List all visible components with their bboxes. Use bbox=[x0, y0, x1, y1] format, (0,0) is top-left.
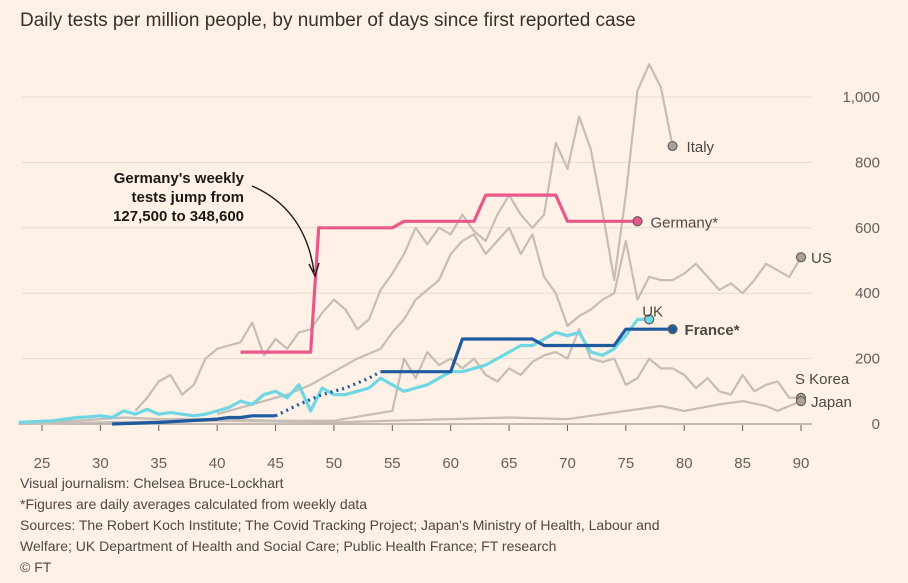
x-tick-label-55: 55 bbox=[384, 455, 401, 470]
series-line-japan bbox=[18, 400, 802, 426]
x-tick-label-30: 30 bbox=[92, 455, 109, 470]
end-marker-us bbox=[795, 252, 807, 263]
annotation-line-2: tests jump from bbox=[131, 189, 244, 206]
y-axis-ticks: 0 200 400 600 800 1,000 bbox=[842, 89, 880, 433]
footer-note: *Figures are daily averages calculated f… bbox=[20, 496, 368, 512]
footer-sources-2: Welfare; UK Department of Health and Soc… bbox=[20, 538, 557, 554]
series-end-markers bbox=[632, 140, 807, 407]
chart-title: Daily tests per million people, by numbe… bbox=[20, 10, 636, 31]
chart-footer: Visual journalism: Chelsea Bruce-Lockhar… bbox=[20, 473, 659, 578]
y-tick-label-400: 400 bbox=[855, 285, 880, 302]
series-label-italy: Italy bbox=[687, 139, 715, 156]
series-line-germany bbox=[240, 193, 638, 354]
y-tick-label-200: 200 bbox=[855, 351, 880, 368]
series-line-france-part-1 bbox=[274, 370, 382, 418]
x-tick-label-35: 35 bbox=[150, 455, 167, 470]
series-line-s-korea bbox=[18, 328, 801, 424]
x-axis-ticks: 25 30 35 40 45 50 55 60 65 70 75 80 85 90 bbox=[34, 425, 810, 470]
x-tick-label-85: 85 bbox=[734, 455, 751, 470]
series-line-france-part-0 bbox=[112, 414, 276, 426]
x-tick-label-75: 75 bbox=[618, 455, 635, 470]
series-labels: Italy US S Korea Japan Germany* UK France* bbox=[642, 139, 852, 411]
end-marker-japan bbox=[795, 396, 807, 407]
series-label-germany: Germany* bbox=[651, 214, 719, 231]
x-tick-label-80: 80 bbox=[676, 455, 693, 470]
chart-canvas: 25 30 35 40 45 50 55 60 65 70 75 80 85 90 0 200 400 600 8… bbox=[18, 63, 880, 470]
annotation-line-3: 127,500 to 348,600 bbox=[113, 208, 244, 225]
x-tick-label-60: 60 bbox=[442, 455, 459, 470]
y-tick-label-800: 800 bbox=[855, 154, 880, 171]
germany-annotation: Germany's weekly tests jump from 127,500… bbox=[113, 170, 320, 278]
series-lines bbox=[18, 63, 802, 426]
footer-copyright: © FT bbox=[20, 559, 52, 575]
series-label-s-korea: S Korea bbox=[795, 371, 850, 388]
x-tick-label-50: 50 bbox=[326, 455, 343, 470]
y-tick-label-1000: 1,000 bbox=[842, 89, 880, 106]
series-label-japan: Japan bbox=[811, 394, 852, 411]
series-label-france: France* bbox=[685, 322, 740, 339]
annotation-arrow bbox=[251, 185, 315, 273]
end-marker-germany bbox=[632, 216, 643, 227]
x-tick-label-25: 25 bbox=[34, 455, 51, 470]
x-tick-label-45: 45 bbox=[267, 455, 284, 470]
x-tick-label-90: 90 bbox=[793, 455, 810, 470]
series-line-uk bbox=[18, 317, 650, 424]
x-tick-label-40: 40 bbox=[209, 455, 226, 470]
series-line-italy bbox=[134, 63, 674, 412]
end-marker-france bbox=[667, 324, 678, 335]
x-tick-label-65: 65 bbox=[501, 455, 518, 470]
series-line-france-part-2 bbox=[380, 327, 673, 374]
annotation-arrow-head bbox=[308, 262, 320, 278]
x-tick-label-70: 70 bbox=[559, 455, 576, 470]
end-marker-uk bbox=[644, 314, 655, 325]
series-label-uk: UK bbox=[642, 303, 663, 320]
end-marker-italy bbox=[667, 140, 678, 152]
annotation-line-1: Germany's weekly bbox=[114, 170, 245, 187]
footer-credit: Visual journalism: Chelsea Bruce-Lockhar… bbox=[20, 475, 284, 491]
y-tick-label-600: 600 bbox=[855, 220, 880, 237]
y-tick-label-0: 0 bbox=[872, 416, 880, 433]
footer-sources-1: Sources: The Robert Koch Institute; The … bbox=[20, 517, 660, 533]
series-label-us: US bbox=[811, 250, 832, 267]
series-line-us bbox=[216, 226, 802, 416]
